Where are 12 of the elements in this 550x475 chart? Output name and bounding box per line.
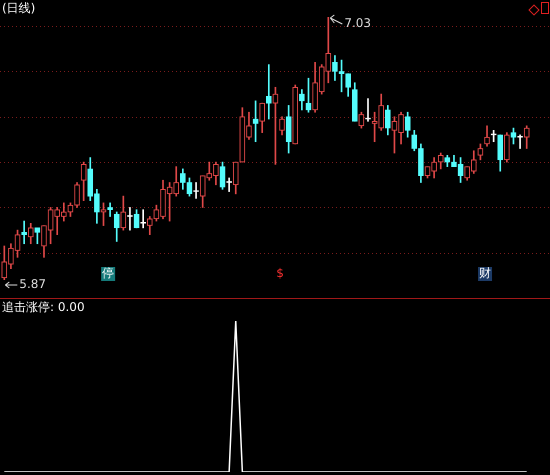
candlestick [306, 78, 312, 113]
annotation: 财 [479, 266, 492, 280]
chart-title: (日线) [2, 1, 36, 16]
annotation: $ [276, 266, 284, 280]
candlestick [127, 207, 133, 230]
candlestick [193, 182, 199, 199]
annotation: 7.03 [344, 16, 372, 30]
annotation: 停 [102, 266, 114, 280]
candlestick [100, 202, 106, 226]
chart-title: 追击涨停: 0.00 [2, 300, 85, 314]
annotation: 5.87 [19, 277, 46, 292]
candlestick [365, 98, 371, 122]
